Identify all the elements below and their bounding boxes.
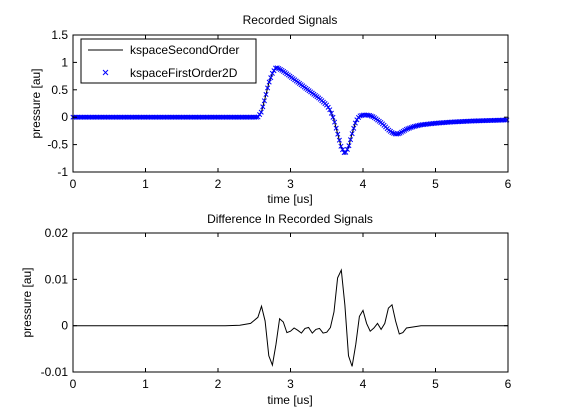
series-point — [330, 114, 336, 120]
y-axis-label: pressure [au] — [20, 267, 34, 337]
legend-label-kspaceSecondOrder: kspaceSecondOrder — [130, 43, 239, 57]
series-point — [367, 112, 373, 119]
series-point — [354, 117, 360, 123]
series-point — [406, 125, 413, 131]
x-tick-label: 4 — [360, 377, 367, 391]
series-point — [260, 104, 266, 110]
difference-title: Difference In Recorded Signals — [207, 212, 373, 226]
recorded-signals-axes: Recorded Signals 0 1 2 3 4 5 6 -1 -0.5 0 0.5 1 1.5 t… — [29, 13, 512, 206]
y-tick-label: 0 — [61, 110, 68, 124]
ticks-layer: 0 1 2 3 4 5 6 -1 -0.5 0 0.5 1 1.5 — [47, 28, 511, 191]
y-tick-label: 1.5 — [51, 28, 68, 42]
series-point — [338, 143, 344, 149]
x-tick-label: 3 — [287, 377, 294, 391]
x-tick-label: 6 — [505, 377, 512, 391]
series-point — [408, 124, 414, 131]
series-point — [347, 137, 354, 143]
x-tick-label: 5 — [432, 177, 439, 191]
series-point — [266, 79, 272, 85]
series-layer — [73, 268, 508, 367]
series-point — [328, 110, 334, 116]
series-point — [324, 102, 330, 108]
series-point — [268, 75, 274, 81]
legend-box — [80, 38, 257, 84]
series-point — [405, 126, 411, 132]
x-tick-label: 5 — [432, 377, 439, 391]
legend: kspaceSecondOrder kspaceFirstOrder2D — [80, 38, 257, 84]
series-point — [343, 149, 349, 155]
x-tick-label: 1 — [142, 177, 149, 191]
series-point — [327, 107, 333, 113]
series-point — [261, 98, 267, 104]
series-point — [349, 131, 355, 137]
series-point — [346, 143, 352, 149]
y-tick-label: 1 — [61, 55, 68, 69]
x-tick-label: 0 — [70, 177, 77, 191]
series-point — [344, 146, 350, 152]
y-axis-label: pressure [au] — [29, 68, 43, 138]
legend-label-kspaceFirstOrder2D: kspaceFirstOrder2D — [130, 66, 238, 80]
series-point — [325, 104, 331, 110]
series-point — [333, 125, 339, 131]
series-line — [73, 268, 508, 367]
series-layer — [70, 65, 510, 156]
x-tick-label: 4 — [360, 177, 367, 191]
series-point — [352, 120, 358, 126]
y-tick-label: -1 — [57, 165, 68, 179]
difference-axes: Difference In Recorded Signals 0 1 2 3 4 5 6 -0… — [20, 212, 512, 407]
series-point — [395, 131, 401, 137]
x-tick-label: 1 — [142, 377, 149, 391]
series-point — [265, 85, 271, 91]
y-tick-label: 0.5 — [51, 83, 68, 97]
x-axis-label: time [us] — [267, 192, 312, 206]
legend-swatch-kspaceFirstOrder2D — [102, 69, 109, 76]
series-point — [263, 91, 269, 98]
series-point — [335, 131, 341, 137]
x-tick-label: 2 — [215, 177, 222, 191]
plot-area — [73, 233, 508, 372]
series-point — [255, 114, 261, 120]
series-point — [332, 119, 338, 125]
x-tick-label: 6 — [505, 177, 512, 191]
series-point — [257, 112, 263, 118]
y-tick-label: 0.02 — [45, 226, 69, 240]
series-point — [351, 125, 357, 131]
series-point — [258, 109, 264, 115]
x-axis-label: time [us] — [267, 393, 312, 407]
x-tick-label: 3 — [287, 177, 294, 191]
x-tick-label: 0 — [70, 377, 77, 391]
y-tick-label: -0.01 — [41, 365, 69, 379]
x-tick-label: 2 — [215, 377, 222, 391]
series-point — [336, 137, 342, 143]
recorded-signals-title: Recorded Signals — [243, 13, 338, 27]
y-tick-label: 0 — [61, 319, 68, 333]
series-point — [502, 117, 508, 123]
y-tick-label: 0.01 — [45, 272, 69, 286]
series-point — [269, 70, 275, 76]
y-tick-label: -0.5 — [47, 138, 68, 152]
